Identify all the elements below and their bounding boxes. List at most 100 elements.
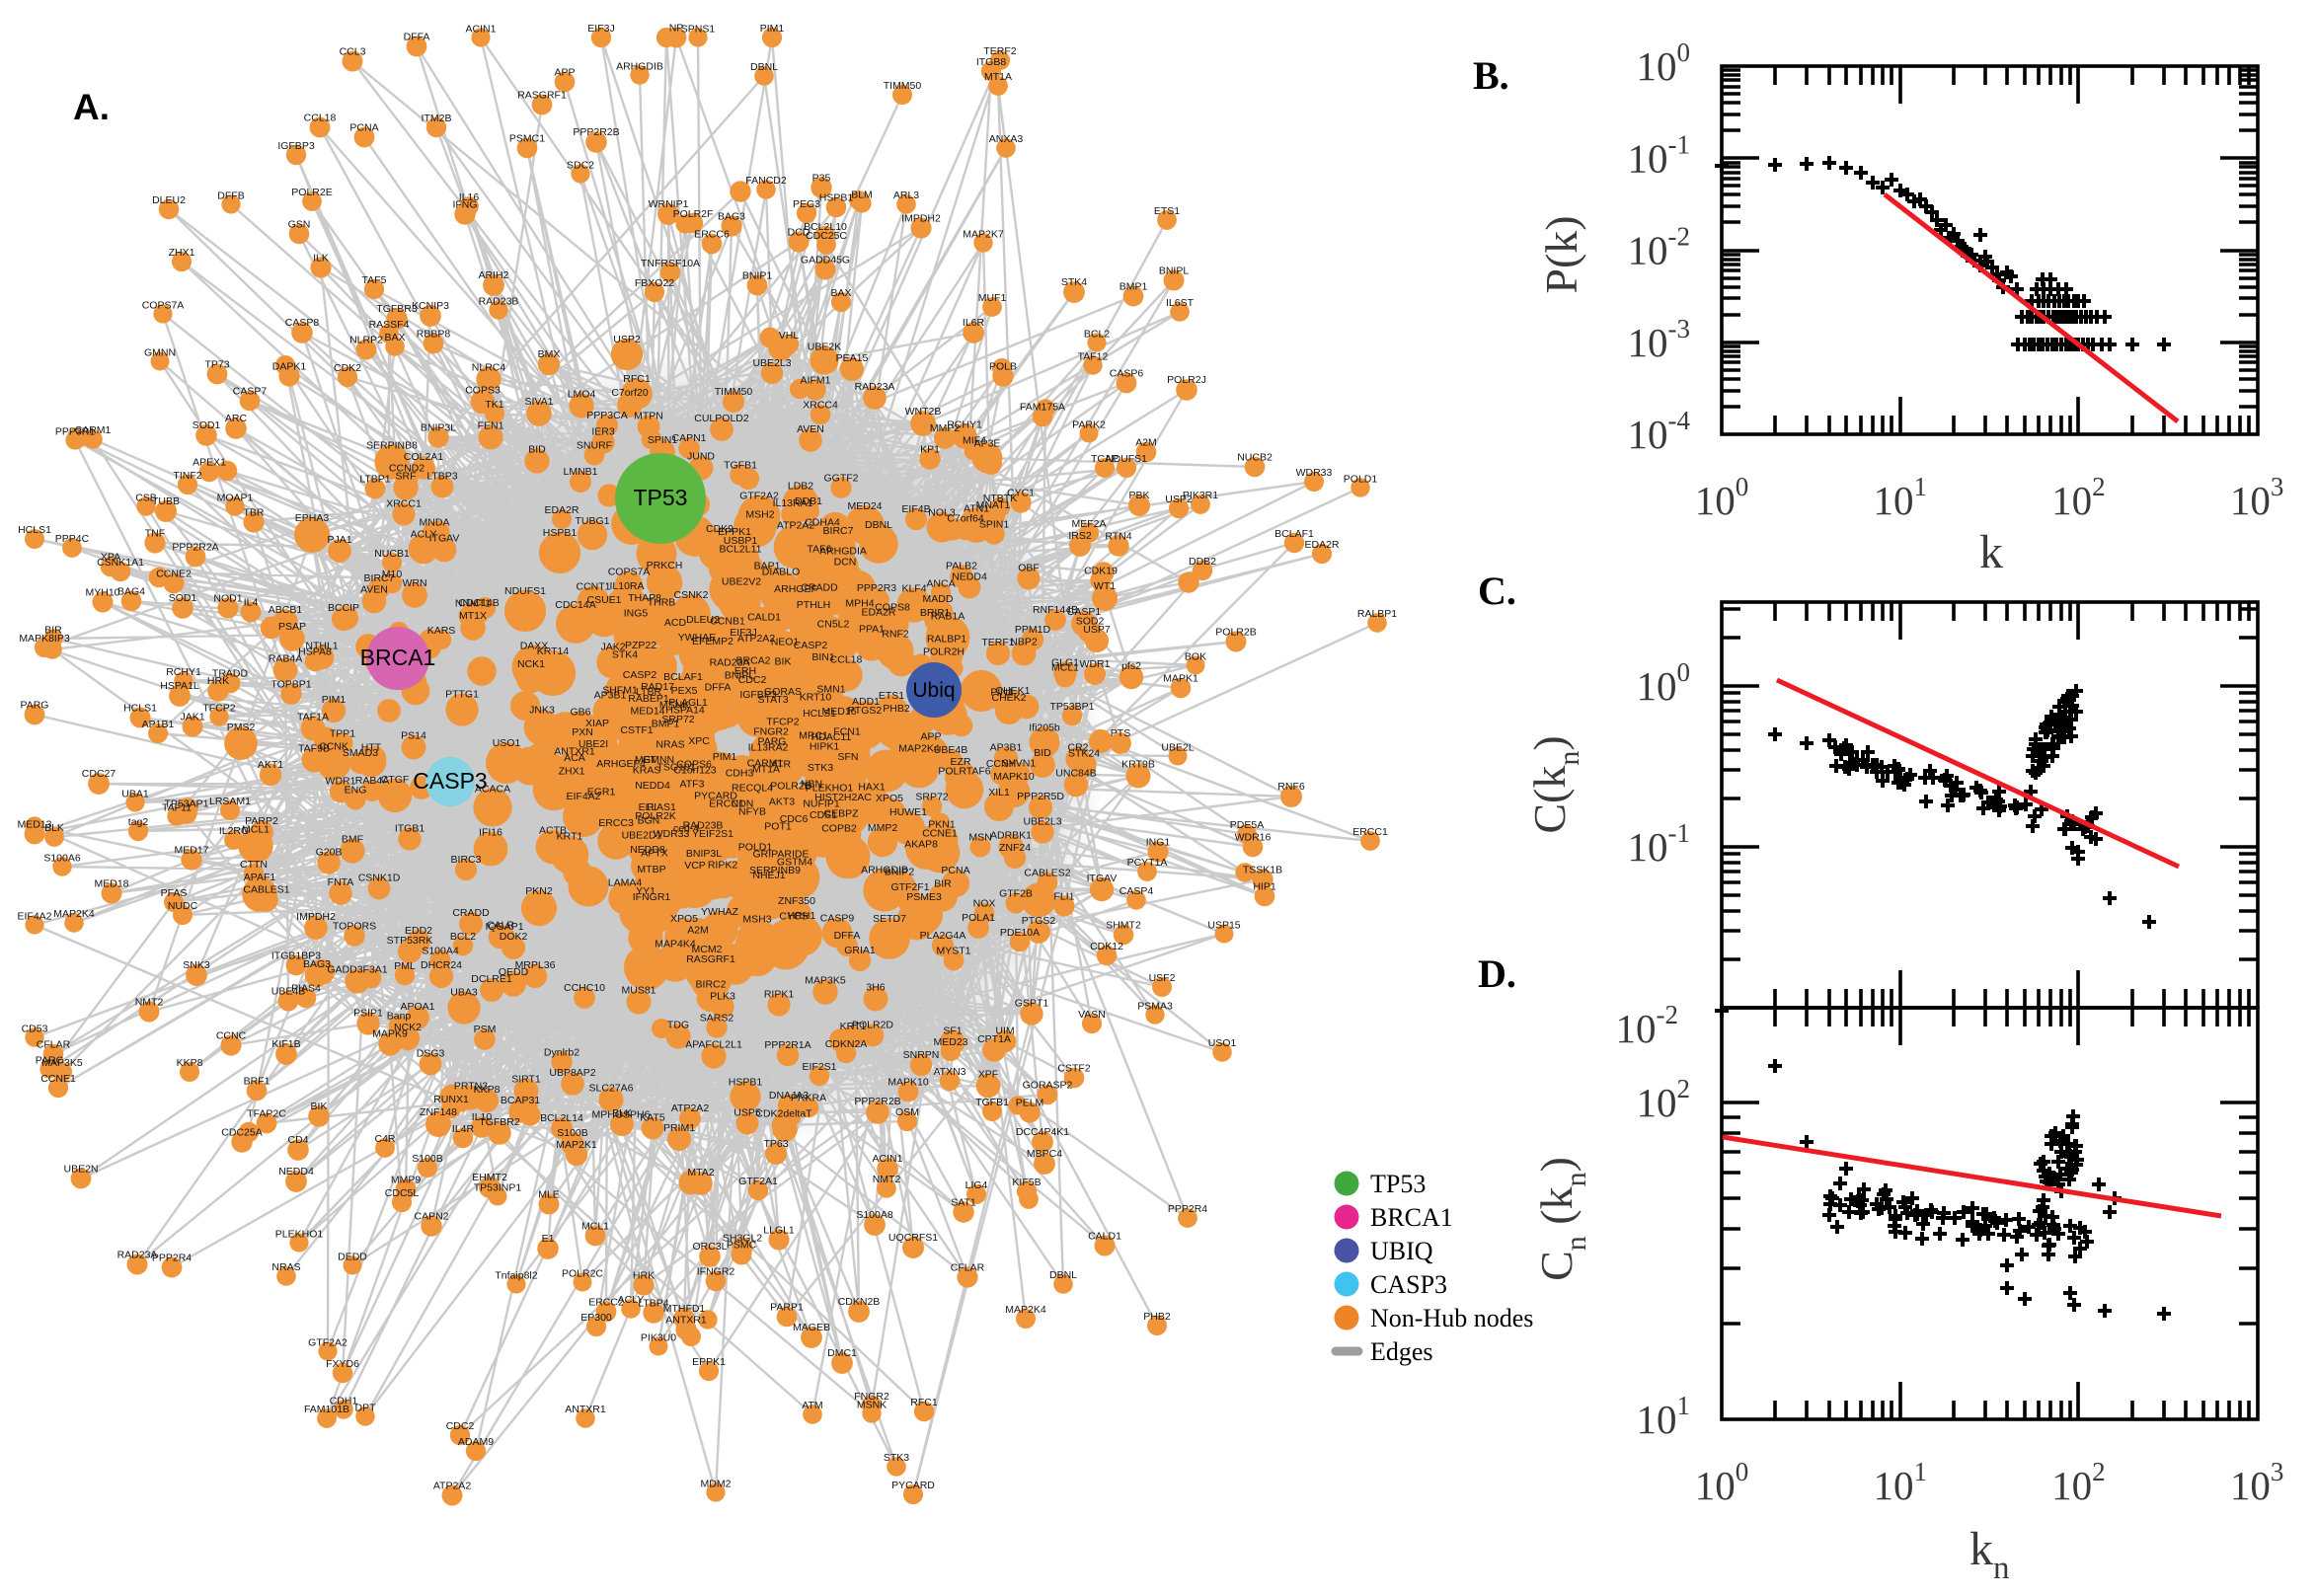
svg-text:PSIP1: PSIP1 xyxy=(353,1007,383,1019)
svg-text:KRT10: KRT10 xyxy=(800,692,832,704)
svg-text:MAPK10: MAPK10 xyxy=(993,771,1035,783)
svg-text:A.: A. xyxy=(73,87,110,127)
svg-text:MET: MET xyxy=(635,754,657,766)
svg-text:USP2: USP2 xyxy=(613,334,641,345)
svg-text:NOL3: NOL3 xyxy=(928,507,956,519)
svg-text:NTHL1: NTHL1 xyxy=(305,641,338,652)
svg-text:ILK: ILK xyxy=(313,252,329,264)
svg-text:EP300: EP300 xyxy=(580,1312,612,1324)
svg-text:CAPN2: CAPN2 xyxy=(414,1210,448,1222)
svg-text:G20B: G20B xyxy=(316,846,343,858)
svg-text:EZR: EZR xyxy=(951,756,971,768)
svg-text:CASP7: CASP7 xyxy=(233,386,268,398)
svg-text:IL10RA: IL10RA xyxy=(609,580,644,592)
svg-text:RAD23A: RAD23A xyxy=(710,657,750,669)
svg-text:DMC1: DMC1 xyxy=(827,1347,857,1359)
svg-text:ING5: ING5 xyxy=(624,608,649,620)
svg-text:PCNA: PCNA xyxy=(941,865,969,876)
svg-text:UNC84B: UNC84B xyxy=(1055,768,1096,780)
svg-text:ADD1: ADD1 xyxy=(852,696,880,708)
svg-text:RNF2: RNF2 xyxy=(882,628,909,640)
svg-text:MAPK10: MAPK10 xyxy=(888,1077,929,1089)
svg-text:DFFB: DFFB xyxy=(217,190,244,201)
svg-text:CDC2: CDC2 xyxy=(446,1420,475,1432)
svg-text:RASSF4: RASSF4 xyxy=(369,319,410,331)
svg-text:EDD2: EDD2 xyxy=(405,925,432,937)
svg-text:TFCP2: TFCP2 xyxy=(766,717,799,728)
svg-text:LMO4: LMO4 xyxy=(568,388,596,400)
svg-text:POLR2E: POLR2E xyxy=(770,780,811,792)
svg-text:UBE2N: UBE2N xyxy=(63,1164,98,1176)
svg-text:DDB2: DDB2 xyxy=(1189,556,1216,568)
svg-text:HSPB1: HSPB1 xyxy=(819,192,854,204)
svg-text:POLR2B: POLR2B xyxy=(1215,627,1256,639)
svg-text:CCNT1: CCNT1 xyxy=(576,580,610,592)
svg-text:ATP2A2: ATP2A2 xyxy=(671,1102,709,1114)
svg-text:PLEKHO1: PLEKHO1 xyxy=(806,782,854,794)
svg-text:FANCD2: FANCD2 xyxy=(745,175,787,187)
svg-text:NTBTK: NTBTK xyxy=(983,493,1017,504)
svg-text:UBE4B: UBE4B xyxy=(271,986,305,998)
svg-text:XPO5: XPO5 xyxy=(670,913,698,925)
svg-text:CDS1: CDS1 xyxy=(810,809,837,821)
svg-text:DDB1: DDB1 xyxy=(795,495,822,507)
svg-text:EDA2R: EDA2R xyxy=(861,606,895,618)
svg-text:EDA2R: EDA2R xyxy=(544,504,579,516)
svg-text:SLC27A6: SLC27A6 xyxy=(589,1082,634,1094)
svg-text:PPP2R4: PPP2R4 xyxy=(152,1253,192,1264)
svg-text:USBP1: USBP1 xyxy=(724,535,758,547)
svg-text:ARIH2: ARIH2 xyxy=(479,269,509,281)
svg-text:SPIN1: SPIN1 xyxy=(648,434,678,446)
svg-text:Non-Hub nodes: Non-Hub nodes xyxy=(1370,1304,1533,1332)
svg-text:HRK: HRK xyxy=(207,675,229,687)
svg-text:CEBPZ: CEBPZ xyxy=(823,808,859,820)
svg-text:PYCARD: PYCARD xyxy=(694,790,737,801)
svg-text:PPP2R2A: PPP2R2A xyxy=(172,542,218,554)
svg-text:CDK12: CDK12 xyxy=(1090,941,1123,952)
svg-text:MCL1: MCL1 xyxy=(581,1221,609,1233)
svg-text:UBE2D1: UBE2D1 xyxy=(622,830,662,842)
svg-text:BIK: BIK xyxy=(311,1101,328,1112)
svg-text:PARK2: PARK2 xyxy=(1072,419,1106,431)
svg-text:CASP2: CASP2 xyxy=(623,669,657,681)
svg-text:RNF144B: RNF144B xyxy=(1033,604,1078,616)
svg-text:ETS1: ETS1 xyxy=(1154,205,1180,217)
svg-text:GTF2A1: GTF2A1 xyxy=(738,1176,778,1187)
svg-text:LTBR: LTBR xyxy=(636,686,661,698)
svg-text:CASP8: CASP8 xyxy=(285,317,320,329)
svg-text:USP5: USP5 xyxy=(733,1107,761,1119)
svg-text:CDC6: CDC6 xyxy=(780,813,809,825)
svg-text:NDN: NDN xyxy=(732,798,754,810)
svg-text:POLR2F: POLR2F xyxy=(673,208,714,220)
svg-text:BCL2L14: BCL2L14 xyxy=(540,1112,583,1124)
svg-text:PALB2: PALB2 xyxy=(946,560,977,571)
svg-text:TFCP2: TFCP2 xyxy=(202,702,235,714)
svg-text:BCAP31: BCAP31 xyxy=(501,1095,540,1106)
svg-text:WRNIP1: WRNIP1 xyxy=(649,198,689,210)
svg-text:ANTXR1: ANTXR1 xyxy=(565,1404,606,1415)
svg-text:CULPOLD2: CULPOLD2 xyxy=(694,413,749,424)
svg-text:WDR16: WDR16 xyxy=(1235,832,1272,844)
svg-text:ITM2B: ITM2B xyxy=(422,113,452,124)
svg-text:TAF9B: TAF9B xyxy=(298,743,330,755)
svg-text:GSN: GSN xyxy=(288,219,311,231)
svg-text:MYST1: MYST1 xyxy=(936,946,970,957)
svg-text:GTF2B: GTF2B xyxy=(999,888,1033,900)
svg-text:APP: APP xyxy=(920,730,941,742)
svg-text:EDA2R: EDA2R xyxy=(1304,539,1339,551)
svg-text:PSMC: PSMC xyxy=(727,1240,757,1252)
svg-text:ANCA: ANCA xyxy=(926,578,955,590)
svg-text:WNT2B: WNT2B xyxy=(905,406,942,418)
svg-text:HSPA14: HSPA14 xyxy=(665,705,705,717)
svg-text:HCLS1: HCLS1 xyxy=(803,708,836,720)
svg-text:LTBP3: LTBP3 xyxy=(426,471,457,483)
svg-text:IGFBP3: IGFBP3 xyxy=(277,140,315,152)
svg-text:EIF2S1: EIF2S1 xyxy=(802,1061,836,1073)
svg-text:MLE: MLE xyxy=(538,1189,560,1201)
svg-text:BLM: BLM xyxy=(851,189,873,200)
svg-text:STP53RK: STP53RK xyxy=(387,935,433,947)
svg-text:SH3GL2: SH3GL2 xyxy=(723,1233,762,1245)
svg-text:CCNB1: CCNB1 xyxy=(710,615,745,627)
svg-text:PPP4C: PPP4C xyxy=(55,533,90,545)
svg-text:CDC14B: CDC14B xyxy=(458,597,499,609)
